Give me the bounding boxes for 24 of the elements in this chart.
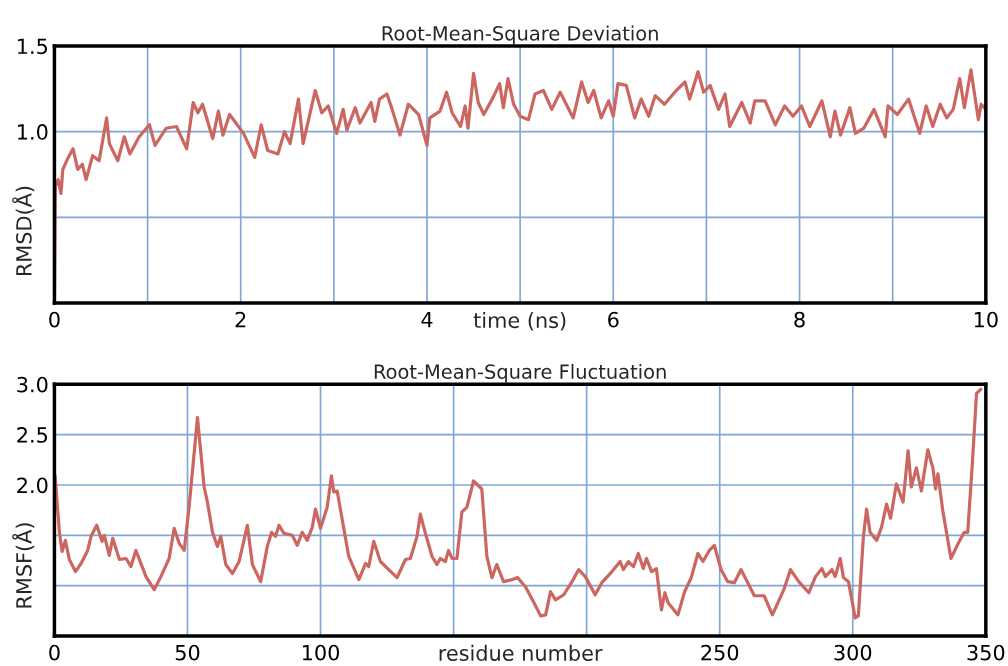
y-tick-label: 3.0 bbox=[17, 376, 48, 393]
x-tick-label: 350 bbox=[967, 644, 1005, 661]
x-tick-label: 50 bbox=[175, 644, 200, 661]
x-tick-label: 10 bbox=[974, 311, 998, 328]
y-tick-label: 2.0 bbox=[17, 477, 48, 494]
x-tick-label: 2 bbox=[235, 311, 246, 328]
x-tick-label: 4 bbox=[421, 312, 433, 328]
x-axis-title: time (ns) bbox=[473, 312, 566, 331]
y-tick-label: 1.0 bbox=[18, 124, 48, 140]
x-tick-label: 250 bbox=[701, 644, 739, 661]
chart-title: Root-Mean-Square Fluctuation bbox=[374, 363, 666, 383]
x-tick-label: 300 bbox=[834, 644, 872, 661]
line-series bbox=[54, 387, 983, 620]
y-axis-title: RMSD(Å) bbox=[12, 186, 35, 276]
x-tick-label: 8 bbox=[794, 311, 805, 328]
chart-title: Root-Mean-Square Deviation bbox=[382, 25, 658, 45]
x-tick-label: 0 bbox=[49, 311, 60, 328]
x-tick-label: 6 bbox=[608, 311, 619, 328]
x-axis-title: residue number bbox=[439, 644, 603, 661]
y-tick-label: 2.5 bbox=[17, 427, 48, 443]
y-tick-label: 1.5 bbox=[18, 38, 48, 55]
x-tick-label: 100 bbox=[302, 644, 340, 661]
x-tick-label: 0 bbox=[49, 644, 60, 661]
y-axis-title: RMSF(Å) bbox=[12, 523, 35, 608]
